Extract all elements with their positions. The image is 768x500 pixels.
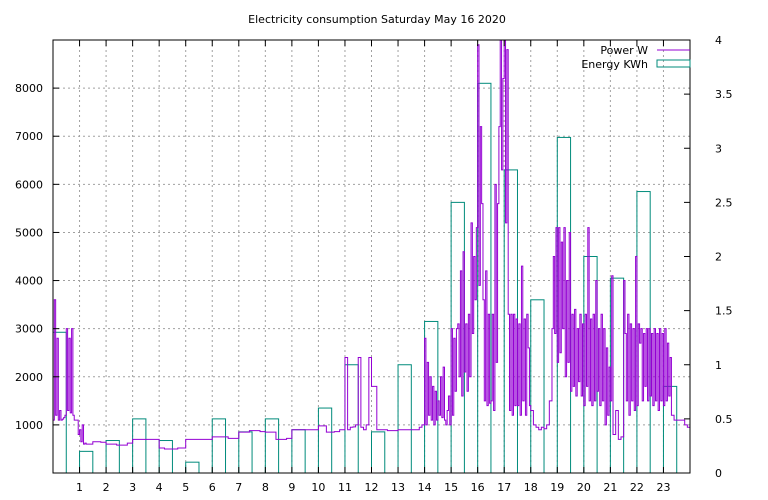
x-tick-label-19: 19 (550, 481, 564, 494)
x-tick-label-12: 12 (365, 481, 379, 494)
x-tick-label-8: 8 (262, 481, 269, 494)
x-tick-label-6: 6 (209, 481, 216, 494)
x-tick-label-14: 14 (418, 481, 432, 494)
y-tick-label-6000: 6000 (15, 178, 43, 191)
y-tick-label-5000: 5000 (15, 226, 43, 239)
energy-bar-hour-8 (265, 419, 278, 473)
x-tick-label-20: 20 (577, 481, 591, 494)
y2-tick-label-2.5: 2.5 (715, 196, 733, 209)
x-tick-label-5: 5 (182, 481, 189, 494)
x-tick-label-13: 13 (391, 481, 405, 494)
x-tick-label-1: 1 (76, 481, 83, 494)
x-tick-label-15: 15 (444, 481, 458, 494)
x-tick-label-11: 11 (338, 481, 352, 494)
y2-tick-label-3: 3 (715, 142, 722, 155)
y2-tick-label-4: 4 (715, 34, 722, 47)
energy-bar-hour-16 (478, 83, 491, 473)
x-tick-label-23: 23 (656, 481, 670, 494)
y-tick-label-4000: 4000 (15, 275, 43, 288)
energy-bar-hour-4 (159, 441, 172, 473)
energy-bar-hour-22 (637, 192, 650, 473)
energy-bar-hour-6 (212, 419, 225, 473)
chart-container: Electricity consumption Saturday May 16 … (0, 0, 768, 500)
y-tick-label-2000: 2000 (15, 371, 43, 384)
energy-bar-hour-7 (239, 432, 252, 473)
y-tick-label-3000: 3000 (15, 323, 43, 336)
energy-bar-hour-10 (318, 408, 331, 473)
y2-tick-label-2: 2 (715, 251, 722, 264)
y-tick-label-8000: 8000 (15, 82, 43, 95)
chart-title: Electricity consumption Saturday May 16 … (248, 13, 506, 26)
electricity-chart: Electricity consumption Saturday May 16 … (0, 0, 768, 500)
x-tick-label-2: 2 (103, 481, 110, 494)
x-tick-label-3: 3 (129, 481, 136, 494)
y2-tick-label-1: 1 (715, 359, 722, 372)
energy-bar-hour-21 (610, 278, 623, 473)
x-tick-label-7: 7 (235, 481, 242, 494)
y2-tick-label-0: 0 (715, 467, 722, 480)
legend-label-power: Power W (600, 44, 648, 57)
energy-bar-hour-5 (186, 462, 199, 473)
x-tick-label-21: 21 (603, 481, 617, 494)
x-tick-label-17: 17 (497, 481, 511, 494)
energy-bar-hour-23 (663, 386, 676, 473)
energy-bar-hour-12 (372, 432, 385, 473)
y-tick-label-1000: 1000 (15, 419, 43, 432)
x-tick-label-16: 16 (471, 481, 485, 494)
energy-bar-hour-3 (133, 419, 146, 473)
x-tick-label-22: 22 (630, 481, 644, 494)
energy-bar-hour-1 (80, 451, 93, 473)
x-tick-label-18: 18 (524, 481, 538, 494)
y2-tick-label-0.5: 0.5 (715, 413, 733, 426)
x-tick-label-10: 10 (311, 481, 325, 494)
energy-bar-hour-18 (531, 300, 544, 473)
y-tick-label-7000: 7000 (15, 130, 43, 143)
energy-bar-hour-11 (345, 365, 358, 473)
x-tick-label-9: 9 (288, 481, 295, 494)
legend-swatch-energy (657, 60, 690, 67)
energy-bar-hour-13 (398, 365, 411, 473)
energy-bar-hour-15 (451, 202, 464, 473)
x-tick-label-4: 4 (156, 481, 163, 494)
energy-bar-hour-0 (53, 332, 66, 473)
legend-label-energy: Energy KWh (581, 58, 648, 71)
energy-bars-layer (53, 83, 677, 473)
y2-tick-label-3.5: 3.5 (715, 88, 733, 101)
energy-bar-hour-9 (292, 430, 305, 473)
y2-tick-label-1.5: 1.5 (715, 305, 733, 318)
